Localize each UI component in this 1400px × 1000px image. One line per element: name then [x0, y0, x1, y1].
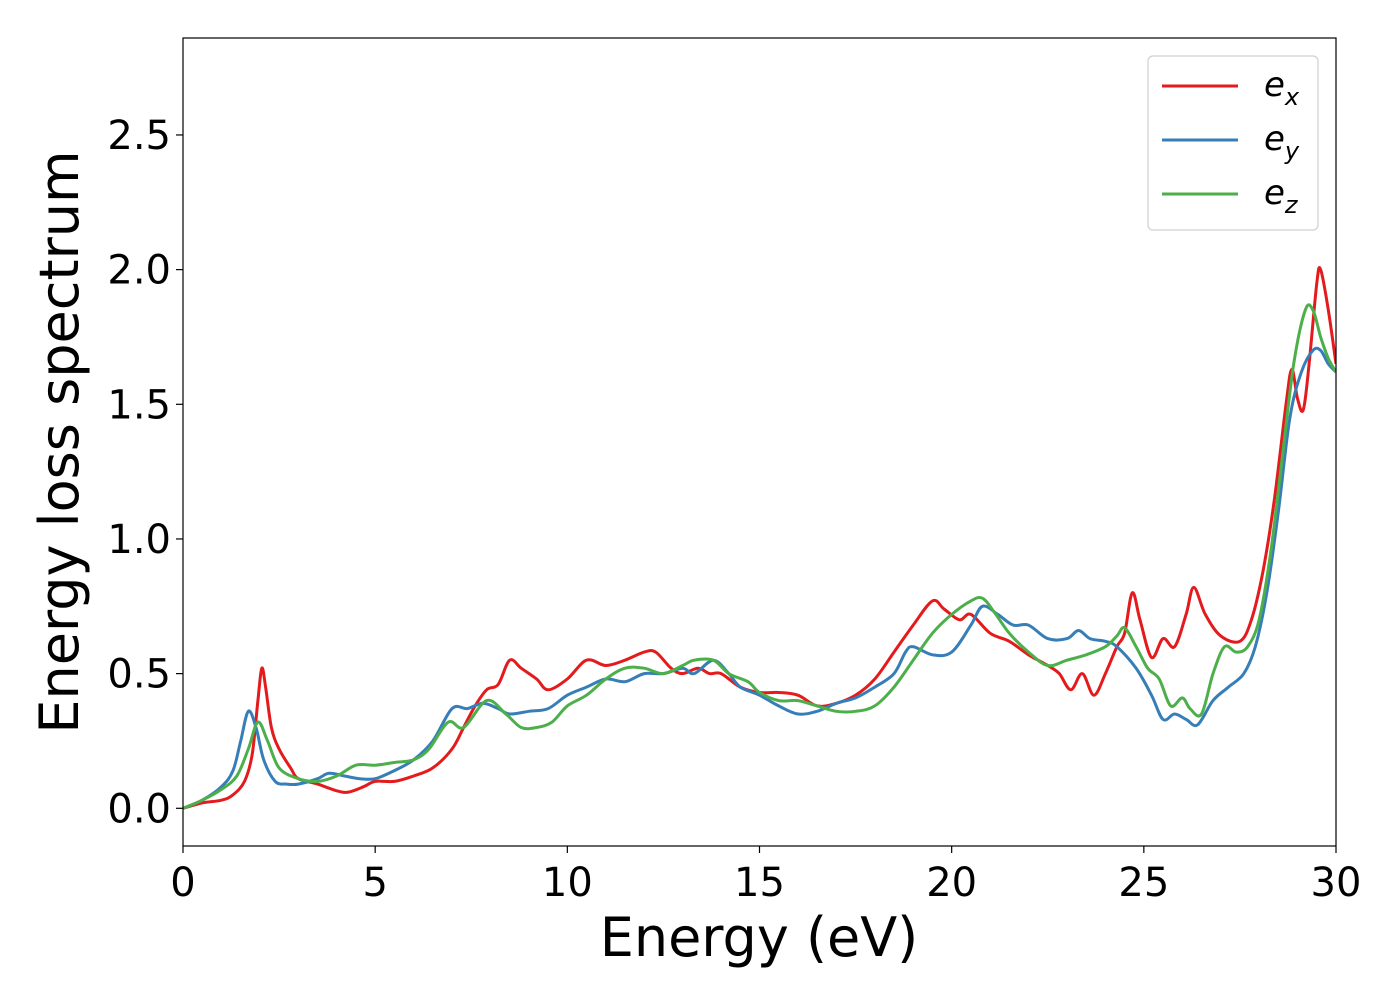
x-tick-label: 10 — [542, 860, 593, 906]
series-line-e-y — [183, 346, 1336, 810]
x-tick-label: 0 — [170, 860, 195, 906]
legend-label-subscript: z — [1284, 191, 1299, 219]
y-tick-label: 2.0 — [107, 248, 171, 294]
x-tick-label: 5 — [362, 860, 387, 906]
y-tick-label: 1.5 — [107, 382, 171, 428]
series-layer — [183, 266, 1336, 810]
y-axis-title: Energy loss spectrum — [28, 150, 91, 733]
legend-label-base: e — [1264, 173, 1285, 213]
legend-label-subscript: y — [1284, 137, 1300, 165]
x-tick-label: 20 — [926, 860, 977, 906]
legend-label-x: ex — [1264, 65, 1300, 111]
y-tick-label: 2.5 — [107, 113, 171, 159]
legend-label-base: e — [1264, 119, 1285, 159]
legend-label-subscript: x — [1284, 83, 1300, 111]
legend-label-base: e — [1264, 65, 1285, 105]
x-tick-label: 25 — [1118, 860, 1169, 906]
x-tick-label: 15 — [734, 860, 785, 906]
series-line-e-x — [183, 266, 1336, 810]
y-axis-ticks: 0.0 0.5 1.0 1.5 2.0 2.5 — [107, 113, 183, 832]
series-line-e-z — [183, 303, 1336, 810]
x-axis-ticks: 0 5 10 15 20 25 30 — [170, 846, 1361, 906]
x-axis-title: Energy (eV) — [600, 906, 919, 969]
y-tick-label: 0.5 — [107, 652, 171, 698]
legend-box — [1147, 55, 1319, 231]
y-tick-label: 1.0 — [107, 517, 171, 563]
x-tick-label: 30 — [1311, 860, 1362, 906]
legend-label-z: ez — [1264, 173, 1299, 219]
y-tick-label: 0.0 — [107, 786, 171, 832]
legend-label-y: ey — [1264, 119, 1300, 165]
